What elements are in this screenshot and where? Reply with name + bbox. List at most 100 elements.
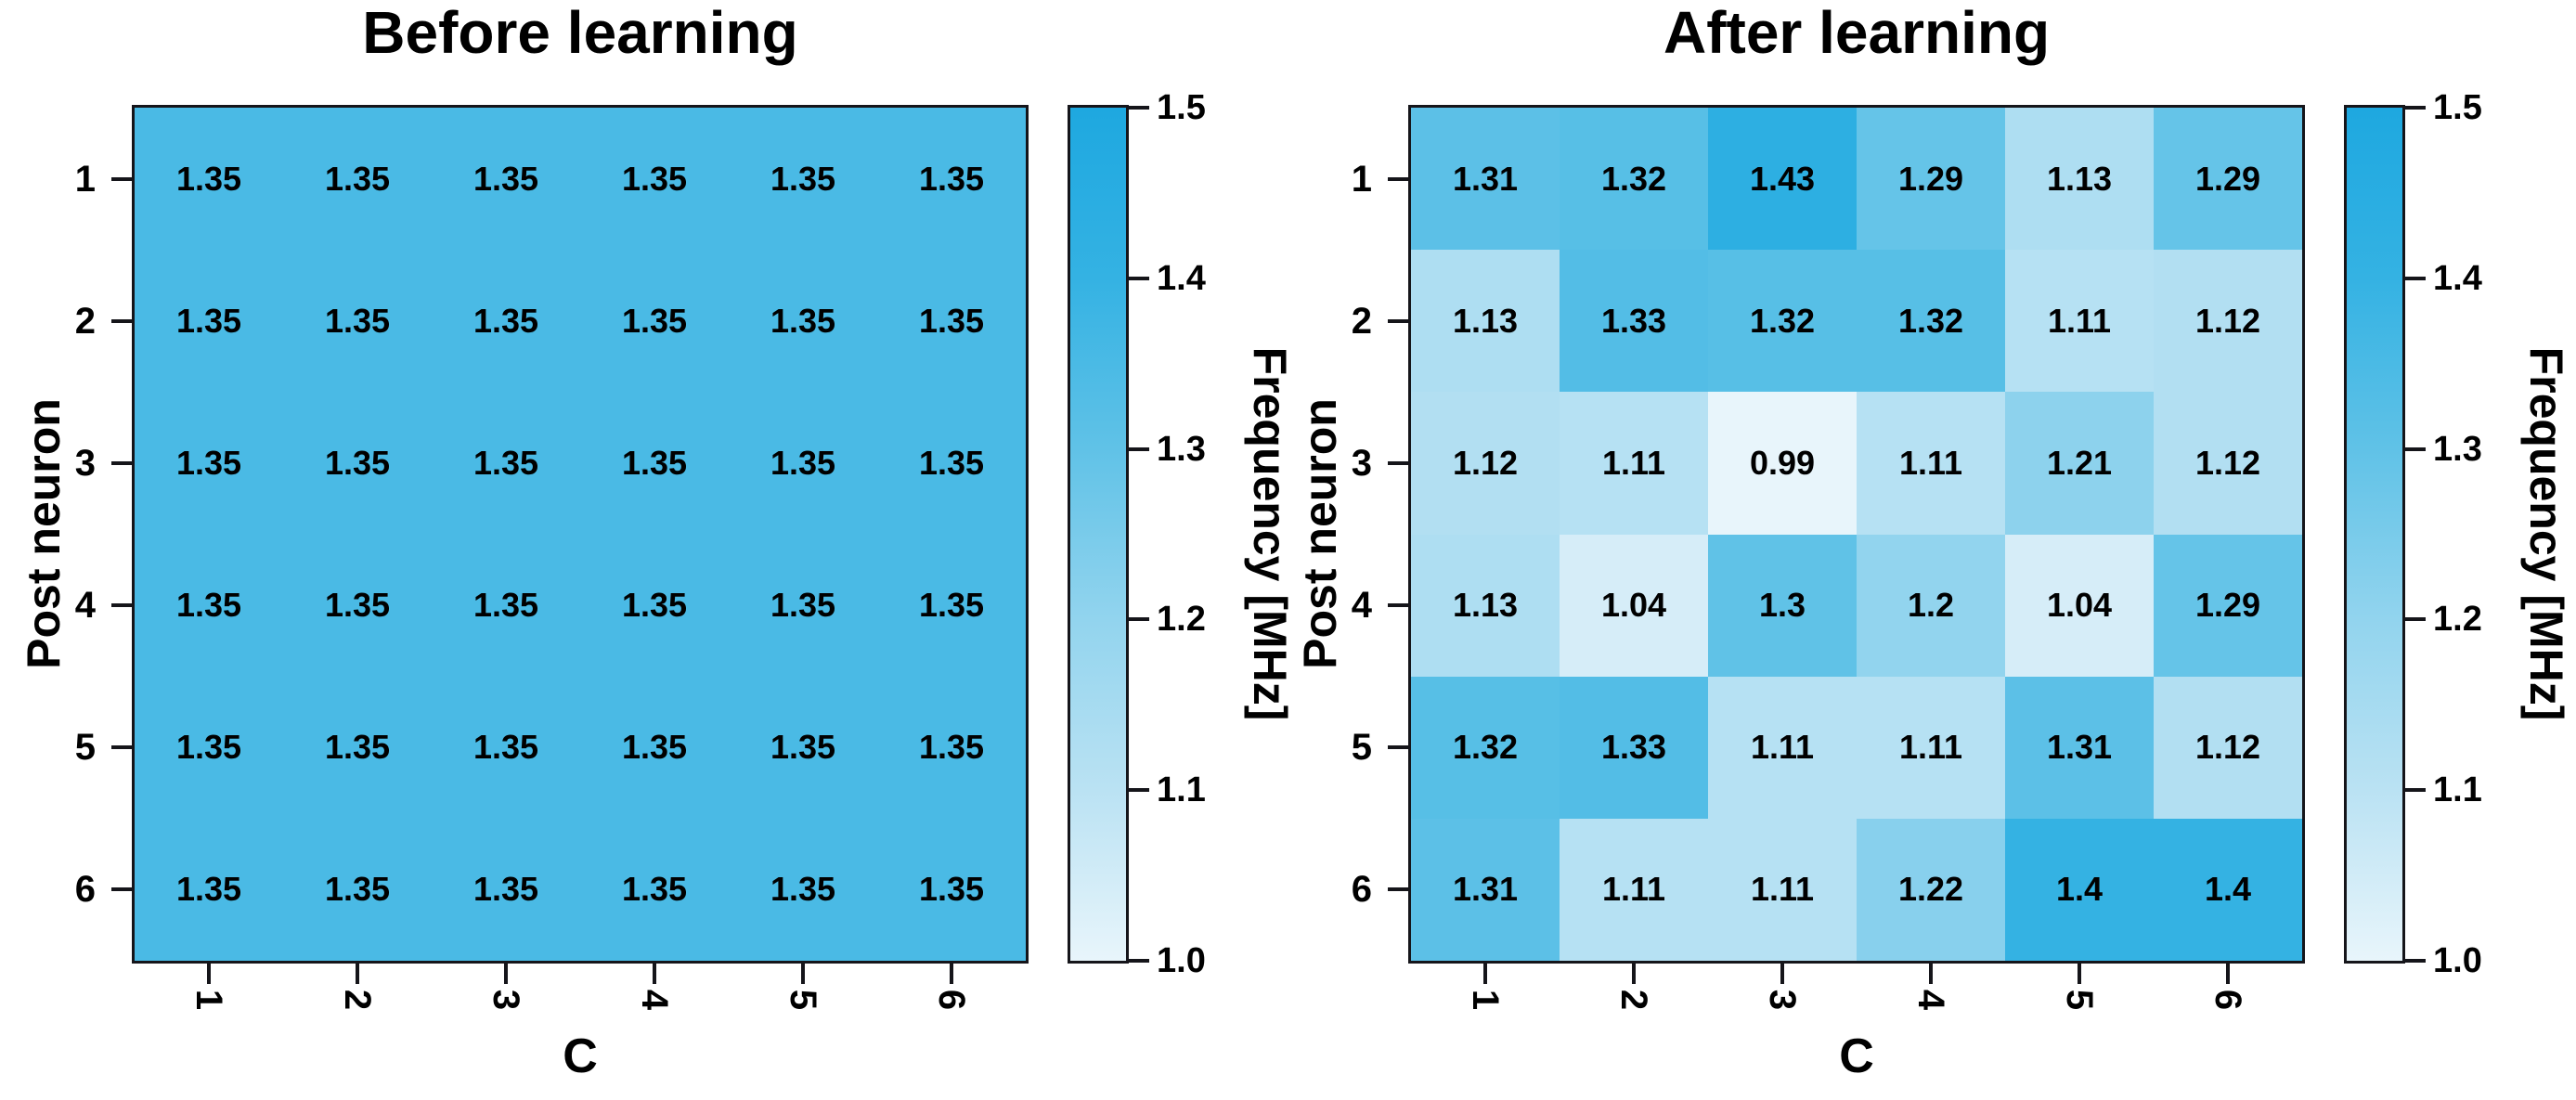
cell-value: 1.35 (324, 159, 391, 198)
cell-value: 1.35 (621, 870, 688, 909)
heatmap-cell: 1.11 (1857, 676, 2005, 819)
x-tick-label: 5 (2059, 989, 2100, 1011)
x-tick-mark (2078, 964, 2081, 984)
cell-value: 1.35 (621, 301, 688, 340)
heatmap-cell: 1.35 (135, 534, 283, 677)
y-tick-mark (1388, 318, 1408, 323)
heatmap-cell: 1.35 (432, 676, 580, 819)
cell-value: 1.12 (2194, 443, 2261, 482)
panel-title: Before learning (362, 0, 798, 66)
heatmap-cell: 1.43 (1708, 108, 1857, 251)
cell-value: 1.32 (1749, 301, 1816, 340)
cell-value: 1.13 (1452, 301, 1519, 340)
y-tick-mark (111, 603, 132, 608)
cell-value: 1.35 (770, 443, 836, 482)
x-tick-mark (653, 964, 656, 984)
heatmap-cell: 1.35 (432, 534, 580, 677)
y-tick-mark (111, 460, 132, 465)
cell-value: 1.29 (2194, 586, 2261, 625)
y-axis-label: Post neuron (18, 398, 70, 669)
y-tick-label: 1 (1351, 158, 1372, 200)
heatmap-cell: 1.04 (1560, 534, 1708, 677)
colorbar-tick-label: 1.0 (2433, 941, 2482, 980)
heatmap-cell: 1.35 (580, 392, 729, 535)
cell-value: 1.32 (1897, 301, 1964, 340)
heatmap-plot: 1.35 1.35 1.35 1.35 1.35 1.35 1.35 1.35 1.35 1.35… (75, 105, 1029, 1010)
panel-before-learning: Before learning Post neuron 1.35 1.35 1.35… (0, 0, 1296, 1100)
cell-value: 1.11 (1750, 870, 1815, 909)
heatmap-cell: 1.35 (877, 250, 1026, 393)
cell-value: 1.35 (472, 159, 539, 198)
x-tick-label: 1 (1464, 989, 1506, 1011)
cell-value: 1.4 (2204, 870, 2252, 909)
cell-value: 1.35 (770, 159, 836, 198)
cell-value: 1.35 (770, 301, 836, 340)
x-tick-label: 2 (1613, 989, 1654, 1011)
colorbar-tick-mark (1129, 788, 1149, 793)
heatmap-grid: 1.35 1.35 1.35 1.35 1.35 1.35 1.35 1.35 1.35 1.35… (135, 108, 1026, 961)
cell-value: 1.04 (2046, 586, 2113, 625)
colorbar-tick-label: 1.1 (1157, 770, 1206, 810)
cell-value: 1.11 (1750, 728, 1815, 767)
colorbar-tick-label: 1.1 (2433, 770, 2482, 810)
heatmap-cell: 1.12 (2154, 676, 2302, 819)
y-tick-label: 2 (1351, 300, 1372, 342)
cell-value: 1.33 (1600, 301, 1667, 340)
y-tick-label: 6 (74, 869, 96, 911)
cell-value: 1.35 (175, 301, 242, 340)
y-tick-mark (1388, 745, 1408, 750)
heatmap-cell: 1.04 (2005, 534, 2154, 677)
x-tick-label: 5 (783, 989, 823, 1011)
heatmap-cell: 1.31 (2005, 676, 2154, 819)
cell-value: 1.29 (1897, 159, 1964, 198)
colorbar-tick-label: 1.5 (1157, 88, 1206, 127)
heatmap-cell: 1.35 (283, 818, 432, 961)
heatmap-cell: 1.29 (1857, 108, 2005, 251)
heatmap-cell: 1.22 (1857, 818, 2005, 961)
cell-value: 1.11 (1898, 443, 1963, 482)
heatmap-cell: 1.32 (1708, 250, 1857, 393)
cell-value: 1.35 (472, 301, 539, 340)
colorbar-tick-label: 1.3 (2433, 429, 2482, 469)
heatmap-cell: 1.11 (1708, 676, 1857, 819)
cell-value: 1.2 (1907, 586, 1955, 625)
cell-value: 1.35 (918, 870, 985, 909)
cell-value: 1.21 (2046, 443, 2113, 482)
x-tick-mark (206, 964, 211, 984)
heatmap-cell: 1.35 (283, 392, 432, 535)
x-tick-label: 6 (2207, 989, 2248, 1011)
cell-value: 1.35 (324, 586, 391, 625)
cell-value: 1.35 (621, 159, 688, 198)
cell-value: 1.35 (472, 870, 539, 909)
heatmap-cell: 1.35 (877, 392, 1026, 535)
heatmap-cell: 1.2 (1857, 534, 2005, 677)
heatmap-cell: 1.35 (729, 818, 877, 961)
x-tick-label: 3 (1762, 989, 1803, 1011)
heatmap-cell: 1.32 (1560, 108, 1708, 251)
heatmap-cell: 1.35 (729, 534, 877, 677)
heatmap-cell: 1.31 (1411, 818, 1560, 961)
x-tick-label: 6 (931, 989, 972, 1011)
heatmap-cell: 1.35 (580, 534, 729, 677)
cell-value: 1.12 (2194, 728, 2261, 767)
x-tick-label: 2 (337, 989, 378, 1011)
heatmap-cell: 1.13 (2005, 108, 2154, 251)
x-tick-label: 3 (485, 989, 526, 1011)
cell-value: 1.35 (918, 728, 985, 767)
cell-value: 1.11 (2047, 301, 2112, 340)
heatmap-cell: 1.13 (1411, 250, 1560, 393)
heatmap-cell: 1.21 (2005, 392, 2154, 535)
colorbar-label: Frequency [MHz] (2520, 346, 2572, 721)
cell-value: 1.35 (175, 159, 242, 198)
heatmap-cell: 0.99 (1708, 392, 1857, 535)
colorbar-tick-mark (1129, 617, 1149, 622)
y-tick-mark (111, 745, 132, 750)
y-tick-label: 6 (1351, 869, 1372, 911)
cell-value: 1.32 (1452, 728, 1519, 767)
heatmap-cell: 1.31 (1411, 108, 1560, 251)
heatmap-cell: 1.35 (580, 250, 729, 393)
cell-value: 1.35 (621, 728, 688, 767)
heatmap-cell: 1.13 (1411, 534, 1560, 677)
cell-value: 1.11 (1898, 728, 1963, 767)
